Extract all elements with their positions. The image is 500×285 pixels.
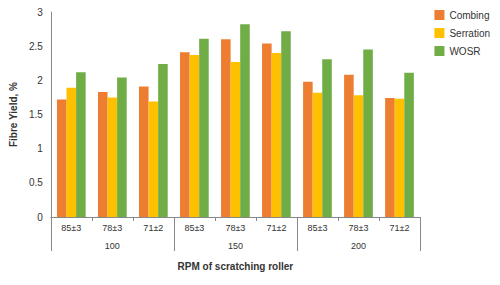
svg-text:200: 200 bbox=[351, 241, 366, 251]
svg-text:WOSR: WOSR bbox=[449, 46, 480, 57]
svg-text:0.5: 0.5 bbox=[29, 177, 43, 188]
svg-text:1: 1 bbox=[37, 143, 43, 154]
svg-text:71±2: 71±2 bbox=[266, 223, 286, 233]
svg-text:2.5: 2.5 bbox=[29, 41, 43, 52]
svg-text:85±3: 85±3 bbox=[61, 223, 81, 233]
svg-text:Combing: Combing bbox=[449, 10, 489, 21]
svg-text:0: 0 bbox=[37, 212, 43, 223]
svg-text:2: 2 bbox=[37, 75, 43, 86]
svg-text:85±3: 85±3 bbox=[184, 223, 204, 233]
svg-text:3: 3 bbox=[37, 7, 43, 18]
svg-text:Fibre Yield, %: Fibre Yield, % bbox=[8, 82, 19, 147]
svg-text:78±3: 78±3 bbox=[102, 223, 122, 233]
svg-text:78±3: 78±3 bbox=[348, 223, 368, 233]
svg-text:78±3: 78±3 bbox=[225, 223, 245, 233]
svg-text:RPM of scratching roller: RPM of scratching roller bbox=[178, 261, 294, 272]
svg-text:85±3: 85±3 bbox=[307, 223, 327, 233]
svg-text:Serration: Serration bbox=[449, 28, 490, 39]
svg-text:71±2: 71±2 bbox=[390, 223, 410, 233]
svg-text:1.5: 1.5 bbox=[29, 109, 43, 120]
svg-text:150: 150 bbox=[228, 241, 243, 251]
svg-text:100: 100 bbox=[105, 241, 120, 251]
svg-text:71±2: 71±2 bbox=[143, 223, 163, 233]
